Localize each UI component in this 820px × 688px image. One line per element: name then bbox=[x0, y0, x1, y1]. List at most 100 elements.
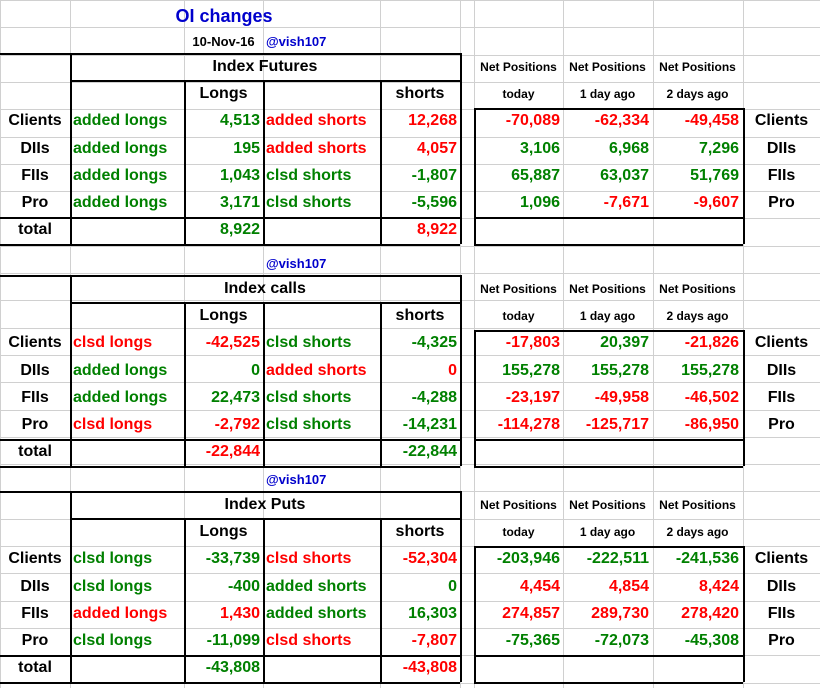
shorts-header: shorts bbox=[395, 522, 445, 540]
participant-label: Clients bbox=[754, 550, 809, 568]
long-action-label: clsd longs bbox=[73, 334, 153, 352]
net-position-value: 274,857 bbox=[502, 604, 560, 622]
net-position-value: -70,089 bbox=[505, 112, 560, 130]
participant-label: Pro bbox=[21, 632, 49, 650]
participant-label: Clients bbox=[754, 112, 809, 130]
net-positions-period: 1 day ago bbox=[579, 308, 636, 323]
grid-line bbox=[0, 546, 820, 547]
grid-line bbox=[474, 244, 743, 247]
short-value: -14,231 bbox=[402, 416, 457, 434]
grid-line bbox=[0, 137, 820, 138]
net-position-value: -241,536 bbox=[675, 550, 739, 568]
participant-label: Pro bbox=[768, 632, 795, 650]
grid-line bbox=[474, 216, 743, 219]
longs-header: Longs bbox=[199, 522, 248, 540]
short-action-label: clsd shorts bbox=[266, 334, 352, 352]
grid-line bbox=[0, 109, 820, 110]
page-title: OI changes bbox=[175, 6, 273, 26]
participant-label: DIIs bbox=[20, 361, 50, 379]
long-value: 195 bbox=[233, 139, 260, 157]
net-position-value: -21,826 bbox=[684, 334, 739, 352]
net-position-value: -49,458 bbox=[684, 112, 739, 130]
grid-line bbox=[184, 80, 186, 245]
grid-line bbox=[653, 0, 654, 688]
grid-line bbox=[380, 80, 382, 245]
grid-line bbox=[0, 466, 460, 469]
grid-line bbox=[474, 466, 743, 469]
short-value: -5,596 bbox=[411, 194, 457, 212]
net-position-value: 155,278 bbox=[502, 361, 560, 379]
short-action-label: added shorts bbox=[266, 604, 367, 622]
net-positions-period: 2 days ago bbox=[666, 86, 729, 101]
short-value: -7,807 bbox=[411, 632, 457, 650]
total-shorts: 8,922 bbox=[416, 221, 457, 239]
net-position-value: 4,854 bbox=[608, 577, 649, 595]
grid-line bbox=[0, 191, 820, 192]
short-value: 0 bbox=[448, 361, 457, 379]
net-position-value: 289,730 bbox=[591, 604, 649, 622]
participant-label: Pro bbox=[21, 416, 49, 434]
net-positions-header: Net Positions bbox=[480, 497, 557, 512]
grid-line bbox=[0, 27, 820, 28]
net-position-value: 278,420 bbox=[681, 604, 739, 622]
section-title: Index Puts bbox=[224, 495, 306, 513]
net-position-value: 63,037 bbox=[600, 166, 649, 184]
longs-header: Longs bbox=[199, 306, 248, 324]
participant-label: FIIs bbox=[21, 604, 49, 622]
long-value: -2,792 bbox=[214, 416, 260, 434]
grid-line bbox=[0, 654, 460, 657]
total-longs: -22,844 bbox=[205, 443, 260, 461]
long-value: -11,099 bbox=[206, 632, 260, 650]
short-action-label: added shorts bbox=[266, 112, 367, 130]
net-positions-period: 1 day ago bbox=[579, 524, 636, 539]
total-longs: 8,922 bbox=[219, 221, 260, 239]
short-value: 0 bbox=[448, 577, 457, 595]
grid-line bbox=[0, 55, 820, 56]
long-value: -400 bbox=[227, 577, 260, 595]
short-value: 12,268 bbox=[408, 112, 457, 130]
grid-line bbox=[0, 491, 460, 493]
total-shorts: -43,808 bbox=[402, 659, 457, 677]
short-value: -4,325 bbox=[411, 334, 457, 352]
participant-label: Clients bbox=[8, 334, 62, 352]
net-positions-period: 2 days ago bbox=[666, 308, 729, 323]
net-position-value: -222,511 bbox=[586, 550, 649, 568]
participant-label: FIIs bbox=[767, 388, 796, 406]
grid-line bbox=[0, 464, 820, 465]
short-action-label: clsd shorts bbox=[266, 194, 352, 212]
net-position-value: -114,278 bbox=[497, 416, 560, 434]
net-positions-header: Net Positions bbox=[659, 281, 736, 296]
total-label: total bbox=[18, 659, 52, 677]
grid-line bbox=[380, 302, 382, 467]
net-positions-period: today bbox=[502, 86, 535, 101]
grid-line bbox=[184, 302, 186, 467]
grid-line bbox=[474, 545, 743, 548]
participant-label: Clients bbox=[8, 550, 62, 568]
long-action-label: added longs bbox=[73, 139, 168, 157]
net-position-value: -72,073 bbox=[594, 632, 649, 650]
grid-line bbox=[263, 518, 265, 683]
long-action-label: clsd longs bbox=[73, 632, 153, 650]
net-position-value: -49,958 bbox=[594, 388, 649, 406]
long-action-label: added longs bbox=[73, 112, 168, 130]
net-position-value: -9,607 bbox=[693, 194, 739, 212]
grid-line bbox=[0, 244, 460, 247]
participant-label: DIIs bbox=[766, 577, 797, 595]
net-positions-header: Net Positions bbox=[480, 59, 557, 74]
participant-label: DIIs bbox=[766, 361, 797, 379]
net-position-value: -203,946 bbox=[496, 550, 560, 568]
net-position-value: -75,365 bbox=[505, 632, 560, 650]
net-positions-header: Net Positions bbox=[569, 497, 646, 512]
grid-line bbox=[0, 410, 820, 411]
grid-line bbox=[474, 107, 743, 110]
grid-line bbox=[70, 275, 72, 467]
net-position-value: 155,278 bbox=[681, 361, 739, 379]
grid-line bbox=[0, 216, 460, 219]
net-position-value: -86,950 bbox=[684, 416, 739, 434]
net-position-value: -125,717 bbox=[585, 416, 649, 434]
grid-line bbox=[0, 573, 820, 574]
section-title: Index Futures bbox=[212, 57, 318, 75]
participant-label: Pro bbox=[21, 194, 49, 212]
section-title: Index calls bbox=[224, 279, 306, 297]
grid-line bbox=[0, 382, 820, 383]
